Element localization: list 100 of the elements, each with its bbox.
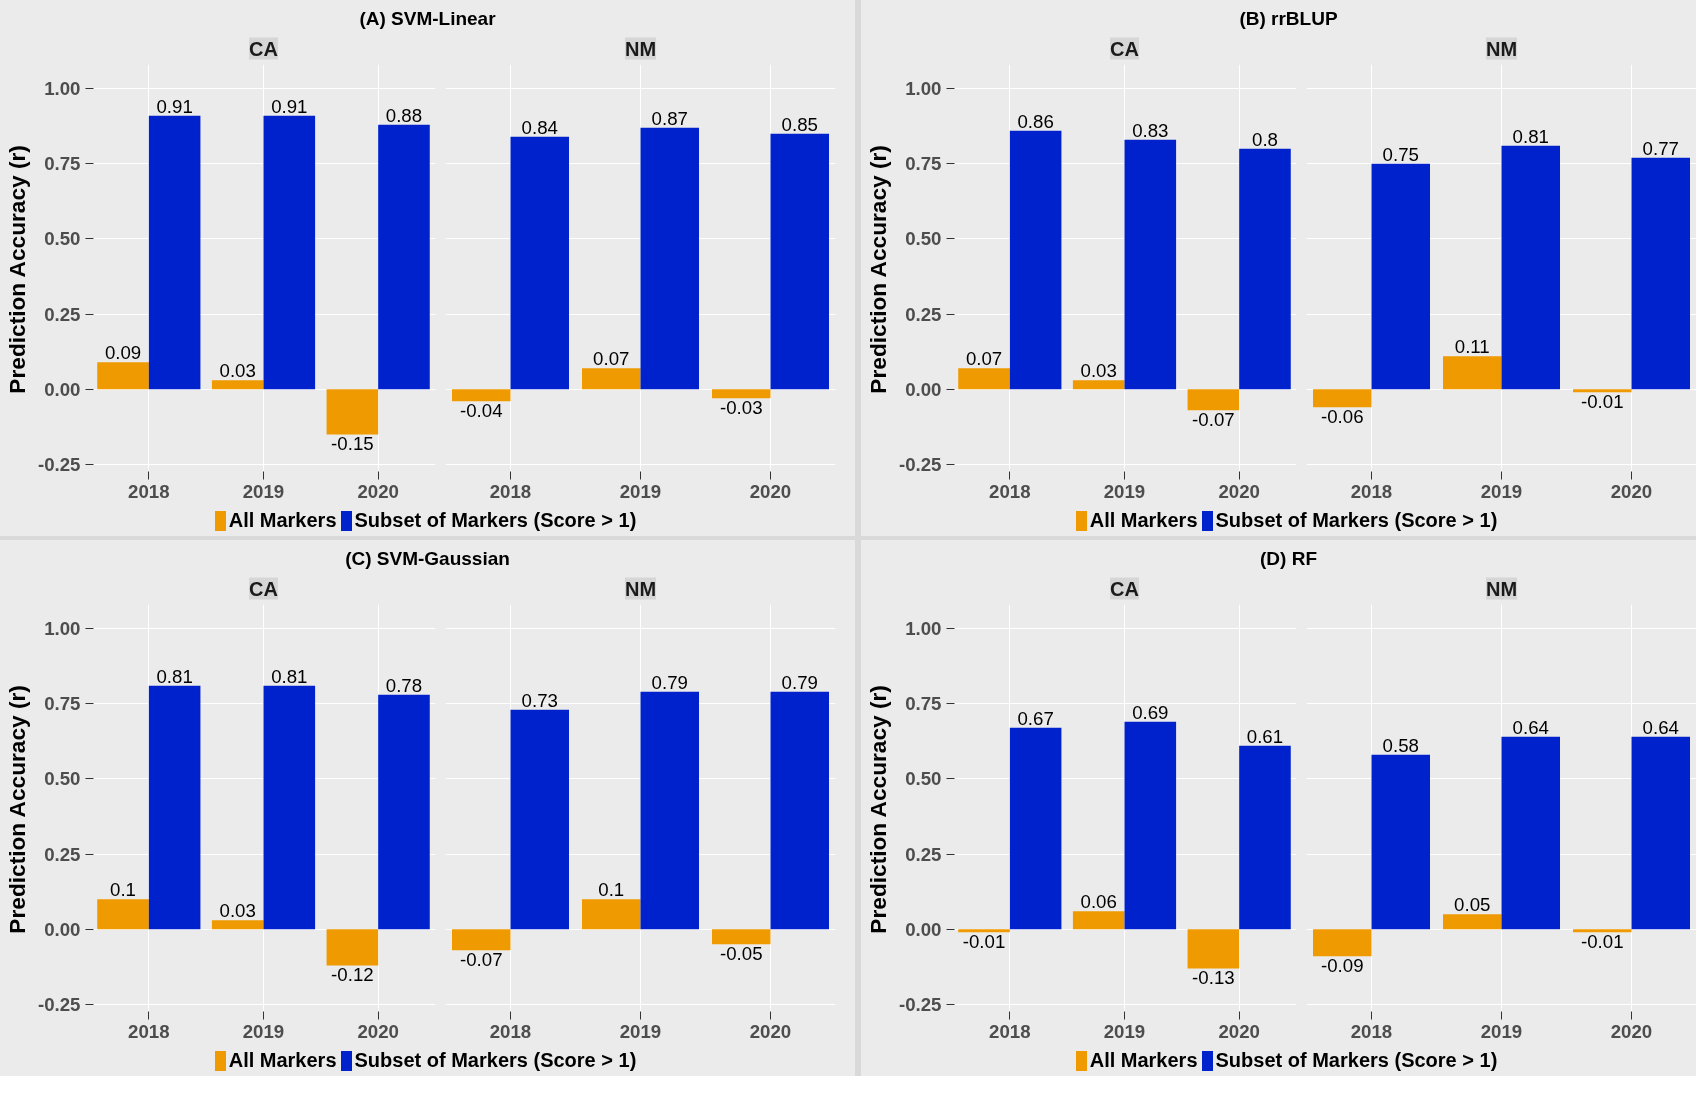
x-tick-label: 2020: [749, 1020, 792, 1042]
data-label: 0.67: [1017, 707, 1054, 729]
x-tick-label: 2019: [1103, 480, 1146, 502]
bar: [1124, 721, 1177, 930]
bar: [1501, 736, 1560, 930]
chart-title: (D) RF: [1260, 547, 1317, 571]
bar: [958, 368, 1010, 390]
chart-title: (A) SVM-Linear: [359, 7, 496, 31]
data-label: 0.79: [651, 671, 688, 693]
bar: [148, 115, 201, 390]
data-label: 0.05: [1454, 894, 1491, 916]
y-tick-label: 1.00: [44, 618, 81, 640]
bar: [1313, 389, 1372, 408]
data-label: 0.64: [1512, 716, 1549, 738]
y-tick-label: 0.50: [905, 768, 942, 790]
y-tick-label: 0.00: [44, 918, 81, 940]
bar: [770, 691, 829, 930]
bar: [326, 929, 379, 966]
bar: [263, 115, 316, 390]
y-tick-label: 1.00: [44, 78, 81, 100]
data-label: 0.84: [521, 116, 558, 138]
data-label: -0.01: [962, 931, 1006, 953]
data-label: 0.81: [156, 665, 193, 687]
y-tick-label: 0.00: [905, 918, 942, 940]
y-tick-label: 0.75: [44, 153, 81, 175]
chart-title: (B) rrBLUP: [1239, 7, 1338, 31]
bar: [1124, 139, 1177, 390]
legend-label: All Markers: [1089, 1049, 1198, 1072]
y-tick-label: 1.00: [905, 618, 942, 640]
y-tick-label: 0.50: [44, 228, 81, 250]
y-tick-label: -0.25: [37, 993, 81, 1015]
bar: [1239, 745, 1291, 930]
bar: [1631, 157, 1690, 390]
x-tick-label: 2020: [1610, 1020, 1653, 1042]
data-label: -0.09: [1320, 955, 1364, 977]
y-tick-label: 0.50: [44, 768, 81, 790]
data-label: -0.07: [1192, 409, 1235, 431]
data-label: 0.73: [521, 689, 558, 711]
bar: [1009, 130, 1062, 390]
bar: [1371, 163, 1430, 390]
data-label: -0.07: [459, 949, 503, 971]
bar: [510, 709, 569, 930]
bar: [1187, 389, 1240, 411]
bar: [148, 685, 201, 930]
bar: [582, 899, 641, 930]
chart-title: (C) SVM-Gaussian: [345, 547, 510, 571]
x-tick-label: 2020: [1218, 1020, 1260, 1042]
y-tick-label: 0.50: [905, 228, 942, 250]
bar: [712, 389, 771, 399]
x-tick-label: 2018: [1350, 480, 1393, 502]
data-label: 0.11: [1454, 336, 1490, 358]
data-label: 0.1: [110, 879, 136, 901]
bar: [1371, 754, 1430, 930]
data-label: 0.86: [1017, 110, 1054, 132]
legend-label: All Markers: [1089, 509, 1198, 532]
legend-label: All Markers: [228, 509, 337, 532]
bar: [263, 685, 316, 930]
y-tick-label: 0.25: [905, 303, 942, 325]
bar: [326, 389, 379, 435]
data-label: 0.69: [1132, 701, 1169, 723]
data-label: 0.79: [781, 671, 818, 693]
bar: [1631, 736, 1690, 930]
bar: [1501, 145, 1560, 390]
chart-subtitle: CA: [1110, 37, 1139, 60]
y-tick-label: 0.25: [905, 843, 942, 865]
chart-subtitle: NM: [624, 577, 657, 600]
legend-label: Subset of Markers (Score > 1): [1215, 1049, 1498, 1072]
data-label: 0.75: [1382, 143, 1419, 165]
bar: [1573, 929, 1632, 933]
data-label: 0.03: [219, 900, 256, 922]
bar: [1072, 911, 1125, 930]
y-tick-label: 0.00: [44, 378, 81, 400]
x-tick-label: 2020: [749, 480, 792, 502]
x-tick-label: 2018: [989, 480, 1031, 502]
bar: [1443, 356, 1502, 390]
x-tick-label: 2019: [619, 480, 662, 502]
x-tick-label: 2019: [1480, 1020, 1523, 1042]
y-axis-title: Prediction Accuracy (r): [3, 145, 30, 394]
legend-label: Subset of Markers (Score > 1): [354, 509, 637, 532]
x-tick-label: 2018: [128, 1020, 170, 1042]
data-label: 0.07: [965, 348, 1003, 370]
data-label: 0.88: [385, 104, 423, 126]
x-tick-label: 2020: [1218, 480, 1260, 502]
y-tick-label: -0.25: [898, 993, 942, 1015]
x-tick-label: 2019: [619, 1020, 662, 1042]
data-label: -0.15: [331, 433, 374, 455]
data-label: 0.87: [651, 107, 688, 129]
data-label: -0.12: [331, 964, 374, 986]
bar: [582, 368, 641, 390]
y-tick-label: -0.25: [898, 453, 942, 475]
y-axis-title: Prediction Accuracy (r): [864, 145, 891, 394]
legend-label: Subset of Markers (Score > 1): [354, 1049, 637, 1072]
x-tick-label: 2019: [1103, 1020, 1146, 1042]
bar: [97, 899, 149, 930]
y-tick-label: 1.00: [905, 78, 942, 100]
chart-subtitle: CA: [249, 37, 278, 60]
x-tick-label: 2020: [357, 480, 399, 502]
bar: [510, 136, 569, 390]
data-label: 0.78: [385, 674, 423, 696]
bar: [211, 380, 264, 390]
